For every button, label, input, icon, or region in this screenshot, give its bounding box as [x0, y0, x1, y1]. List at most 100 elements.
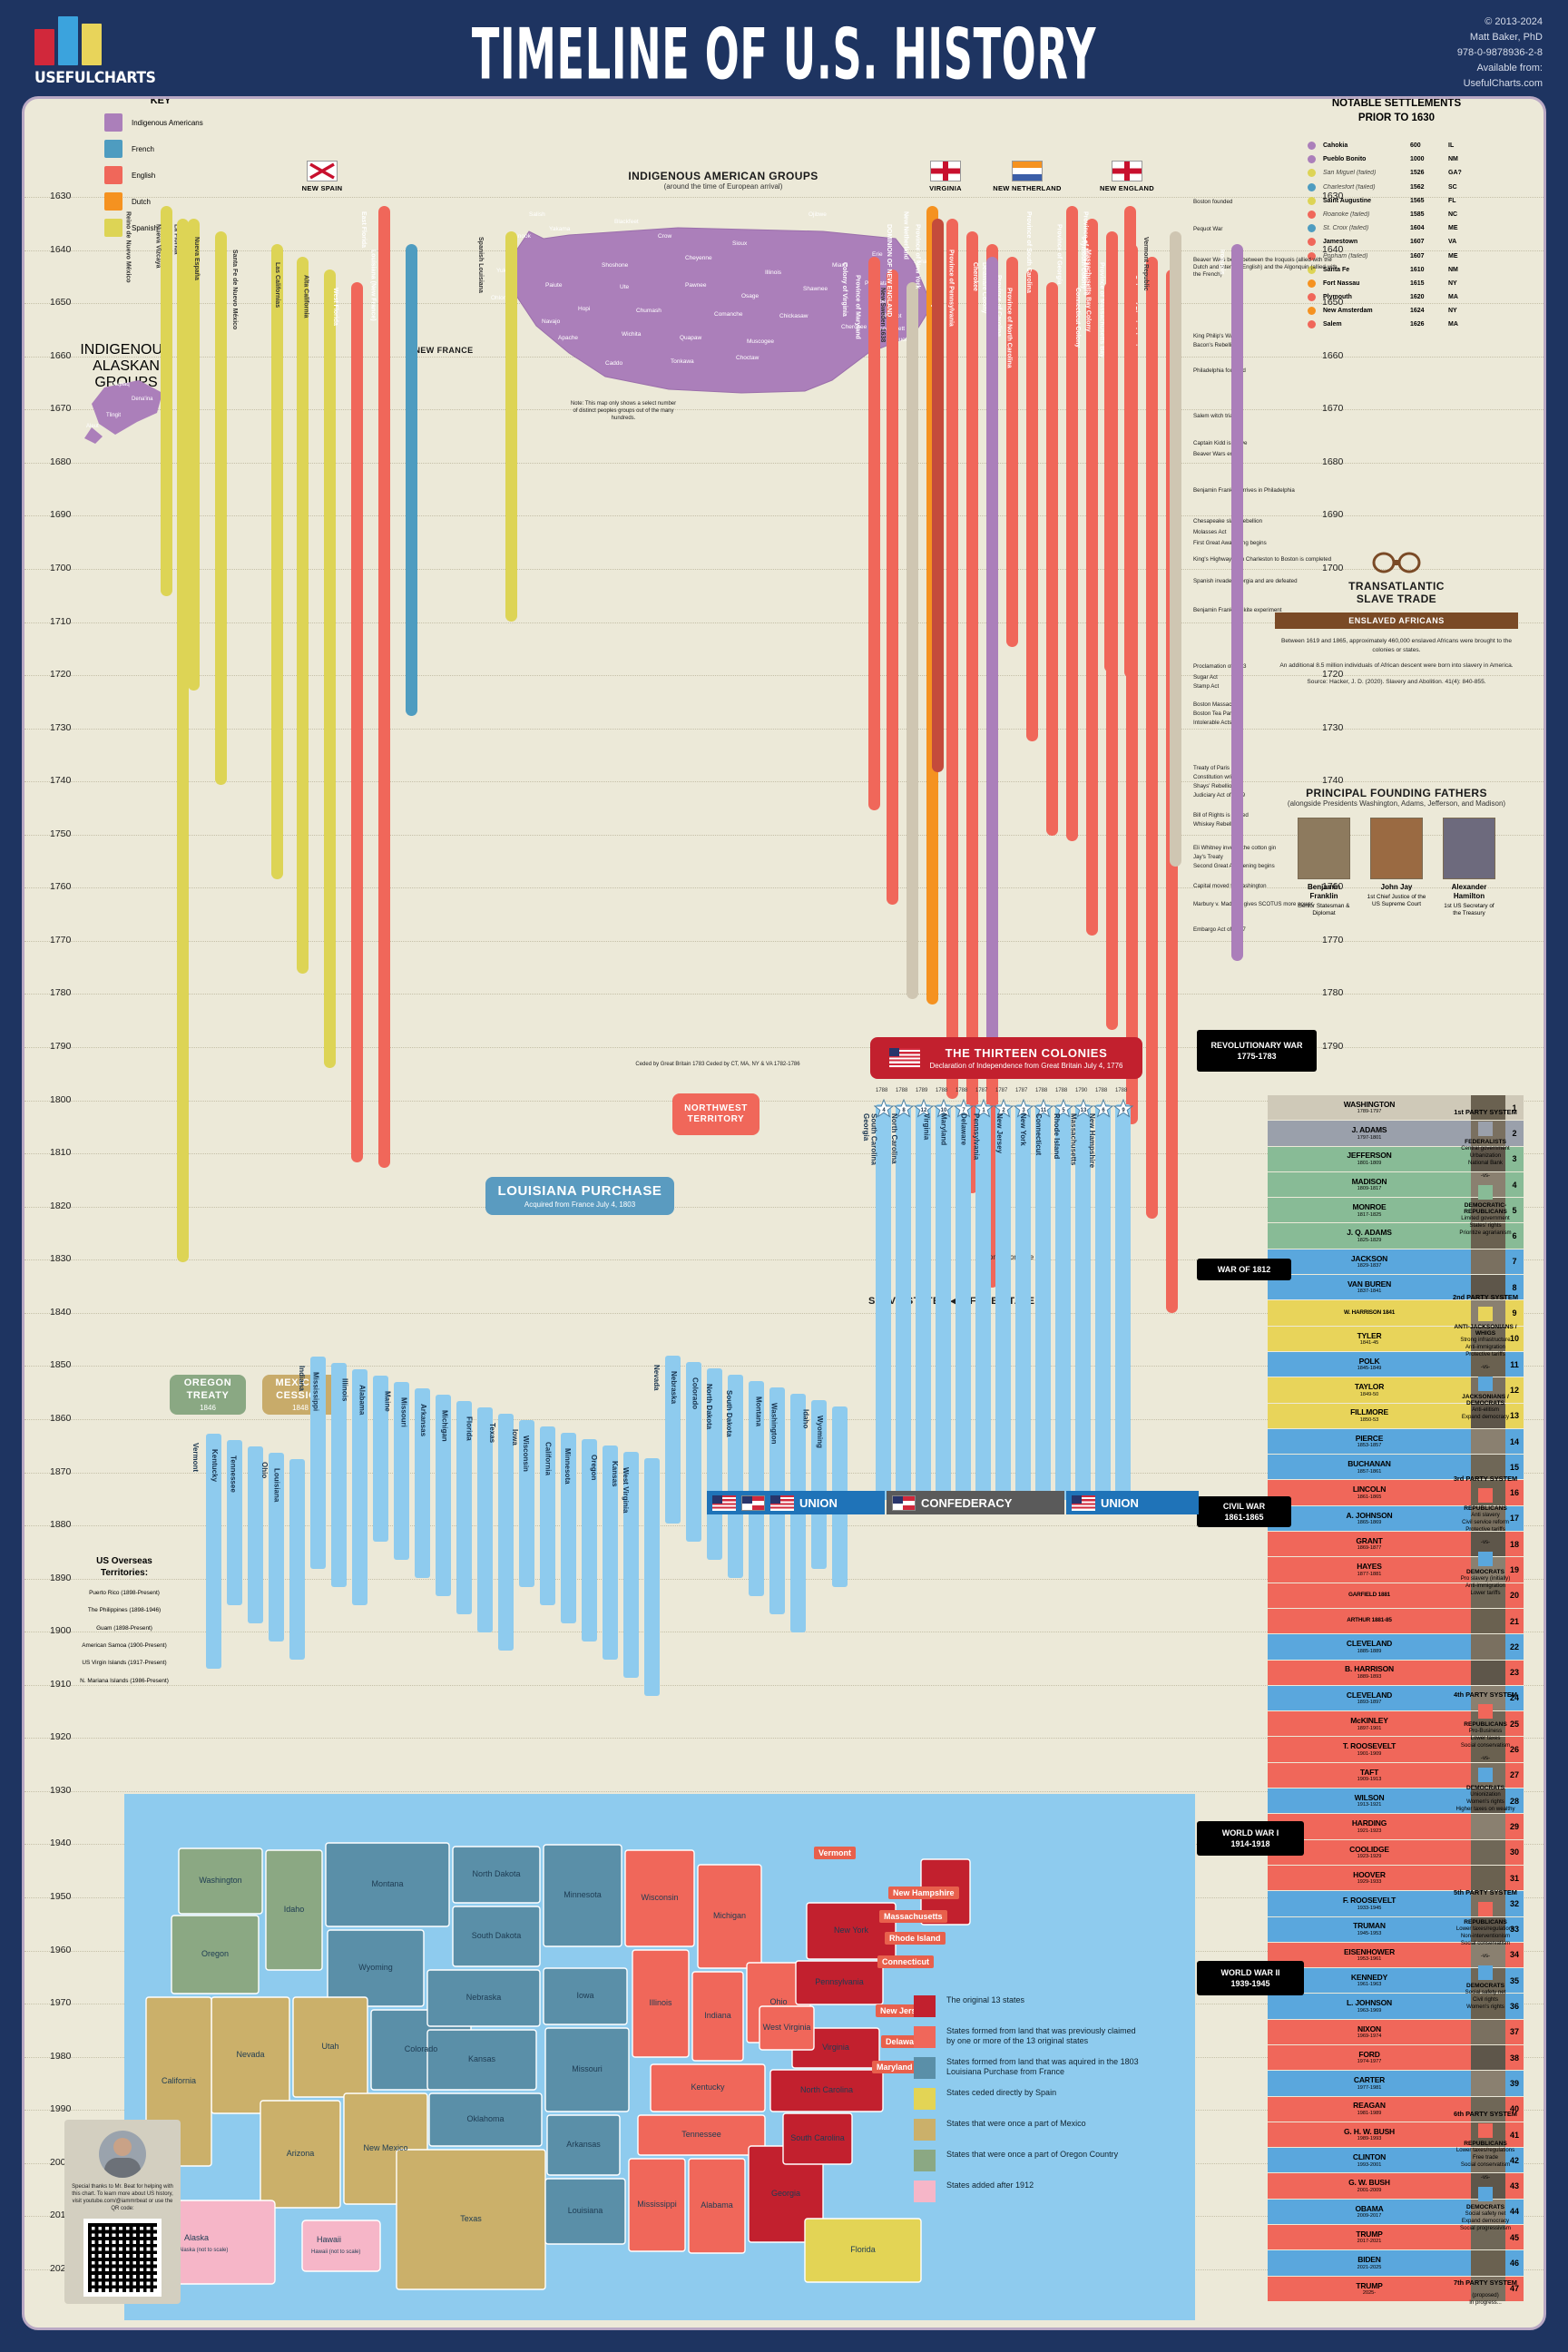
map-state-shape: West Virginia [759, 2005, 815, 2051]
state-column: North Dakota [704, 1375, 743, 1578]
state-year: 1788 [1035, 1088, 1048, 1093]
president-name: OBAMA [1355, 2203, 1384, 2213]
year-label-left: 1670 [50, 403, 72, 415]
tribe-label: Comanche [714, 311, 743, 318]
us-states-map: Washington Oregon Idaho Montana North Dakota… [124, 1794, 1195, 2320]
party-system-title: 7th PARTY SYSTEM [1454, 2278, 1517, 2287]
president-name: BUCHANAN [1348, 1459, 1391, 1469]
president-name: REAGAN [1353, 2101, 1386, 2111]
logo-wordmark: USEFULCHARTS [34, 69, 156, 87]
state-year: 1788 [936, 1088, 948, 1093]
state-column: Nebraska [669, 1362, 701, 1542]
mr-beat-credit-card[interactable]: Special thanks to Mr. Beat for helping w… [64, 2119, 181, 2304]
year-label-left: 1770 [50, 934, 72, 946]
president-name-cell: KENNEDY 1961-1963 [1268, 1968, 1471, 1993]
president-name: HAYES [1357, 1562, 1382, 1572]
colonial-bar: La Florida [172, 219, 200, 691]
president-years: 1853-1857 [1357, 1443, 1382, 1449]
president-name-cell: TAFT 1909-1913 [1268, 1763, 1471, 1788]
state-column: Oregon [589, 1446, 618, 1660]
president-name-cell: CLEVELAND 1885-1889 [1268, 1634, 1471, 1659]
year-label-left: 1750 [50, 828, 72, 839]
state-column: Alabama [358, 1376, 388, 1542]
settlement-name: Fort Nassau [1323, 279, 1360, 287]
gridline [24, 1366, 1544, 1367]
party-system-block: 7th PARTY SYSTEM (proposed) In progress... [1446, 2278, 1525, 2307]
president-row: NIXON 1969-1974 37 [1268, 2019, 1524, 2045]
state-name: Montana [754, 1396, 763, 1426]
new-france-block: NEW FRANCE [398, 346, 489, 355]
colonial-bar-label: Province of North Carolina [1005, 288, 1013, 368]
key-swatch [104, 192, 122, 211]
year-label-left: 1890 [50, 1572, 72, 1583]
tribe-label: Miami [832, 262, 848, 269]
settlement-year: 1585 [1410, 211, 1425, 218]
mr-beat-text: Special thanks to Mr. Beat for helping w… [72, 2183, 173, 2211]
map-state-shape: Iowa [543, 1967, 628, 2025]
colonial-bar-label: Province of South Carolina [1024, 211, 1032, 293]
colonial-bar-label: Las Californias [273, 262, 280, 309]
year-label-right: 1720 [1322, 669, 1344, 681]
president-name: G. H. W. BUSH [1344, 2126, 1395, 2136]
president-years: 1889-1893 [1357, 1673, 1382, 1680]
state-name: West Virginia [621, 1467, 630, 1514]
president-row: GARFIELD 1881 20 [1268, 1583, 1524, 1609]
colonial-bar: Cherokee [972, 257, 998, 1055]
state-column: Texas [487, 1414, 514, 1651]
map-legend-text: States ceded directly by Spain [946, 2088, 1057, 2097]
year-label-left: 1830 [50, 1253, 72, 1265]
president-number: 41 [1505, 2122, 1524, 2148]
state-year: 1788 [1055, 1088, 1068, 1093]
president-number: 34 [1505, 1942, 1524, 1968]
event-item: Proclamation of 1763 [1193, 663, 1247, 670]
map-state-label: South Carolina [790, 2133, 845, 2142]
tribe-label: Choctaw [736, 355, 760, 361]
party-name-a: ANTI-JACKSONIANS / WHIGS [1454, 1324, 1517, 1337]
nw-ceded-note: Ceded by Great Britain 1783 Ceded by CT,… [635, 1062, 800, 1067]
event-item: Salem witch trials [1193, 413, 1238, 419]
president-years: 1897-1901 [1357, 1725, 1382, 1731]
colonial-bar-label: Louisiana (New France) [369, 250, 377, 321]
president-name: EISENHOWER [1343, 1946, 1396, 1956]
map-legend-text: States that were once a part of Mexico [946, 2119, 1086, 2128]
map-state-label: Wyoming [358, 1963, 393, 1972]
new-spain-flag-icon [307, 161, 338, 181]
colonial-bar: Vermont Republic [1142, 231, 1181, 867]
president-name: J. ADAMS [1351, 1125, 1387, 1135]
president-name: HOOVER [1353, 1869, 1386, 1879]
key-swatch [104, 219, 122, 237]
map-state-shape: Montana [325, 1842, 450, 1927]
state-name: North Carolina [889, 1113, 898, 1164]
year-label-left: 1810 [50, 1147, 72, 1159]
party-system-block: 3rd PARTY SYSTEM REPUBLICANS Anti slaver… [1446, 1475, 1525, 1596]
map-legend-swatch [914, 2119, 936, 2141]
statehood-star: 12 [914, 1099, 934, 1119]
president-name: WASHINGTON [1343, 1099, 1396, 1109]
president-number: 3 [1505, 1146, 1524, 1171]
president-number: 15 [1505, 1455, 1524, 1480]
settlement-dot [1308, 293, 1316, 302]
map-callout: Connecticut [877, 1955, 935, 1968]
key-item-0: Indigenous Americans [104, 113, 242, 132]
president-number: 5 [1505, 1198, 1524, 1223]
president-number: 42 [1505, 2148, 1524, 2173]
state-name: Mississippi [310, 1372, 319, 1412]
map-state-label: West Virginia [762, 2023, 811, 2032]
qr-code[interactable] [83, 2219, 162, 2297]
state-name: Kansas [610, 1461, 619, 1487]
president-portrait [1471, 1223, 1505, 1249]
president-row: B. HARRISON 1889-1893 23 [1268, 1660, 1524, 1686]
state-name: Pennsylvania [971, 1113, 980, 1161]
overseas-item: US Virgin Islands (1917-Present) [82, 1660, 167, 1667]
colonial-bar-label: Colony of Virginia [840, 262, 848, 317]
tribe-label: Abenaki [876, 299, 897, 305]
state-year: 1790 [1075, 1088, 1088, 1093]
flag-new-netherland: NEW NETHERLAND [982, 161, 1073, 192]
party-name-a: REPUBLICANS [1464, 2141, 1507, 2147]
party-system-title: 2nd PARTY SYSTEM [1452, 1293, 1518, 1301]
state-name: Maine [383, 1391, 392, 1412]
president-name-cell: COOLIDGE 1923-1929 [1268, 1840, 1471, 1865]
state-column: New Jersey [995, 1104, 1031, 1500]
president-name-cell: VAN BUREN 1837-1841 [1268, 1275, 1471, 1299]
tribe-label: Chumash [636, 308, 662, 314]
